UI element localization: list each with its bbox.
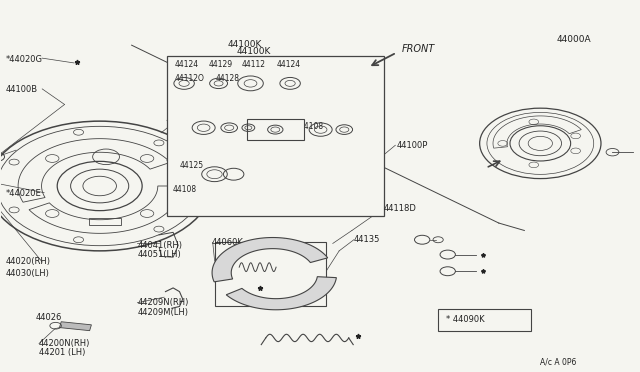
- Text: 44209N(RH): 44209N(RH): [138, 298, 189, 307]
- Text: *44020G: *44020G: [6, 55, 43, 64]
- Text: 44200N(RH): 44200N(RH): [39, 339, 90, 348]
- Polygon shape: [226, 277, 337, 310]
- Text: 44118D: 44118D: [384, 204, 417, 213]
- Text: 44100K: 44100K: [227, 40, 262, 49]
- Bar: [89, 218, 121, 225]
- Text: 44100B: 44100B: [6, 85, 38, 94]
- Text: 44108: 44108: [300, 122, 324, 131]
- Text: A/c A 0P6: A/c A 0P6: [540, 357, 577, 366]
- Text: 44209M(LH): 44209M(LH): [138, 308, 189, 317]
- Text: 44108: 44108: [173, 185, 197, 194]
- Bar: [167, 56, 384, 216]
- Polygon shape: [212, 237, 328, 282]
- Text: 44020(RH): 44020(RH): [6, 257, 51, 266]
- Text: 44135: 44135: [354, 235, 380, 244]
- Text: 44124: 44124: [276, 60, 301, 69]
- Bar: [214, 241, 326, 307]
- Bar: [60, 322, 92, 331]
- Bar: [438, 309, 531, 331]
- Text: 44112: 44112: [242, 60, 266, 69]
- Text: 44129: 44129: [209, 60, 233, 69]
- Text: 44201 (LH): 44201 (LH): [39, 348, 85, 357]
- Text: * 44090K: * 44090K: [447, 315, 485, 324]
- Text: 44051(LH): 44051(LH): [138, 250, 182, 259]
- Text: 44100P: 44100P: [397, 141, 428, 150]
- Bar: [246, 119, 304, 140]
- Text: 44000A: 44000A: [556, 35, 591, 44]
- Text: 44026: 44026: [36, 313, 62, 322]
- Text: 44100K: 44100K: [236, 47, 271, 56]
- Text: *44020E: *44020E: [6, 189, 42, 198]
- Text: FRONT: FRONT: [402, 44, 435, 54]
- Text: *44027: *44027: [256, 238, 287, 247]
- Text: 44125: 44125: [179, 161, 204, 170]
- Text: 44124: 44124: [174, 60, 198, 69]
- Text: 44060K: 44060K: [211, 238, 243, 247]
- Text: 44112O: 44112O: [174, 74, 204, 83]
- Text: 44128: 44128: [216, 74, 240, 83]
- Text: 44041(RH): 44041(RH): [138, 241, 183, 250]
- Text: 44030(LH): 44030(LH): [6, 269, 50, 278]
